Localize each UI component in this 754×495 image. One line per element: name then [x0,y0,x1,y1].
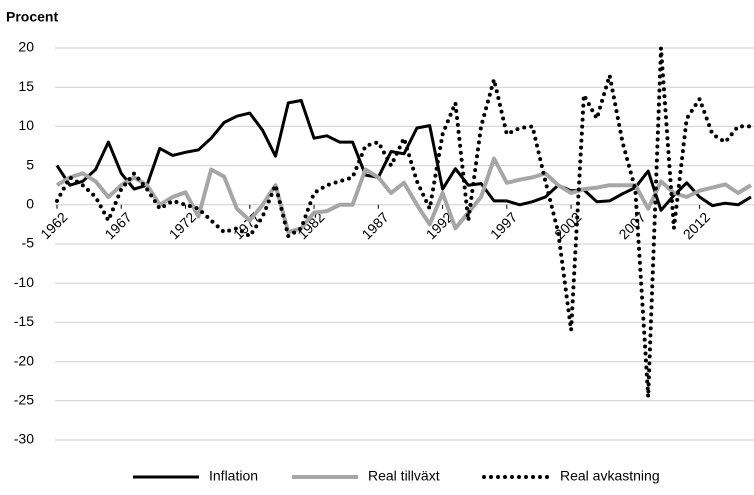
x-tick-label: 2007 [615,209,648,242]
y-axis-label: Procent [6,9,58,25]
y-tick-label: 0 [26,196,34,212]
legend-label: Real tillväxt [368,468,440,484]
y-tick-label: -25 [14,392,34,408]
y-tick-label: -15 [14,313,34,329]
series-line [55,46,753,399]
x-tick-label: 2012 [680,209,713,242]
y-tick-label: 10 [18,117,34,133]
x-tick-label: 1962 [37,209,70,242]
x-tick-label: 1967 [101,209,134,242]
y-tick-label: 20 [18,39,34,55]
x-tick-label: 1977 [230,209,263,242]
y-tick-label: 5 [26,156,34,172]
y-tick-label: -10 [14,274,34,290]
y-tick-label: -30 [14,431,34,447]
x-tick-label: 1997 [487,209,520,242]
y-tick-label: -5 [22,235,35,251]
x-tick-label: 1972 [166,209,199,242]
legend-label: Inflation [209,468,258,484]
y-tick-label: 15 [18,78,34,94]
series-line [55,99,752,212]
y-tick-label: -20 [14,352,34,368]
x-tick-label: 1987 [358,209,391,242]
legend-label: Real avkastning [560,468,660,484]
